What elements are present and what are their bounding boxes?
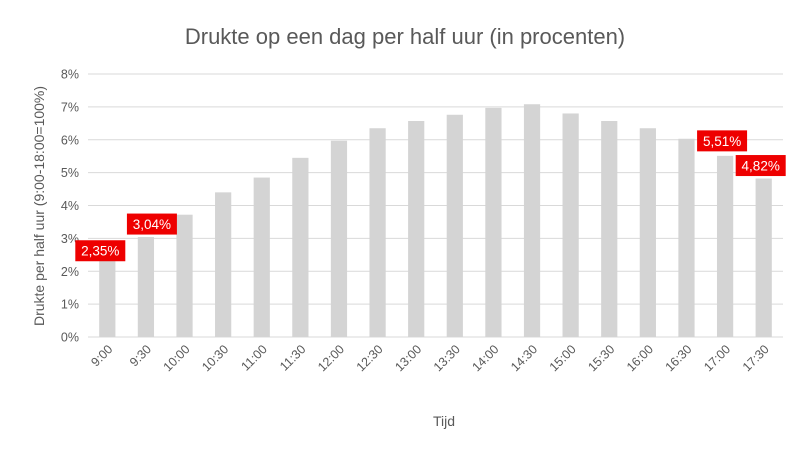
x-tick-label: 16:30 bbox=[663, 342, 695, 374]
bar bbox=[292, 157, 309, 337]
bar bbox=[369, 128, 386, 337]
bar bbox=[523, 104, 541, 338]
y-axis-label: Drukte per half uur (9:00-18:00=100%) bbox=[31, 86, 47, 326]
bars bbox=[99, 104, 772, 338]
x-tick-label: 17:00 bbox=[701, 342, 733, 374]
bar bbox=[253, 177, 270, 337]
y-tick-label: 4% bbox=[61, 199, 79, 213]
bar bbox=[99, 259, 116, 337]
x-tick-label: 9:00 bbox=[88, 342, 115, 369]
y-tick-label: 1% bbox=[61, 298, 79, 312]
bar bbox=[485, 107, 502, 337]
bar bbox=[562, 113, 579, 337]
y-tick-label: 6% bbox=[61, 133, 79, 147]
data-label-box bbox=[75, 240, 126, 262]
x-tick-label: 11:30 bbox=[277, 342, 308, 373]
x-tick-label: 10:30 bbox=[199, 342, 231, 374]
x-tick-label: 15:00 bbox=[547, 342, 579, 374]
data-label-text: 2,35% bbox=[81, 244, 119, 259]
x-axis-ticks: 9:00 9:30 10:00 10:30 11:00 11:30 12:00 12:30 13… bbox=[88, 342, 772, 374]
x-tick-label: 10:00 bbox=[161, 342, 193, 374]
data-label: 5,51% bbox=[697, 130, 748, 152]
x-tick-label: 11:00 bbox=[239, 342, 270, 373]
data-label-box bbox=[735, 155, 786, 177]
bar bbox=[176, 214, 193, 337]
chart-title: Drukte op een dag per half uur (in proce… bbox=[185, 24, 625, 49]
bar bbox=[215, 192, 232, 337]
y-tick-label: 3% bbox=[61, 232, 79, 246]
data-label-box bbox=[126, 213, 177, 235]
gridlines bbox=[88, 73, 783, 338]
x-tick-label: 12:30 bbox=[354, 342, 386, 374]
bar bbox=[446, 114, 463, 337]
data-label: 2,35% bbox=[75, 240, 126, 262]
bar bbox=[678, 138, 695, 337]
y-tick-label: 2% bbox=[61, 265, 79, 279]
y-tick-label: 0% bbox=[61, 331, 79, 345]
data-label-text: 3,04% bbox=[133, 217, 171, 232]
x-axis-label: Tijd bbox=[433, 413, 455, 429]
data-label-box bbox=[697, 130, 748, 152]
x-tick-label: 13:00 bbox=[392, 342, 424, 374]
x-tick-label: 16:00 bbox=[624, 342, 656, 374]
x-tick-label: 15:30 bbox=[585, 342, 617, 374]
x-tick-label: 12:00 bbox=[315, 342, 347, 374]
bar bbox=[137, 237, 155, 337]
bar bbox=[755, 178, 772, 337]
y-tick-label: 8% bbox=[61, 68, 79, 82]
x-tick-label: 14:00 bbox=[470, 342, 502, 374]
bar bbox=[716, 155, 734, 337]
data-labels: 2,35% 3,04% 5,51%4,82% bbox=[75, 130, 786, 262]
x-tick-label: 13:30 bbox=[431, 342, 463, 374]
data-label-text: 5,51% bbox=[703, 134, 741, 149]
bar bbox=[330, 140, 348, 337]
data-label-text: 4,82% bbox=[742, 159, 780, 174]
y-tick-label: 5% bbox=[61, 166, 79, 180]
data-label: 4,82% bbox=[735, 155, 786, 177]
data-label: 3,04% bbox=[126, 213, 177, 235]
bar bbox=[601, 121, 618, 337]
bar bbox=[639, 128, 656, 337]
y-axis-ticks: 0% 1% 2% 3% 4% 5% 6% 7% 8% bbox=[61, 68, 79, 345]
bar bbox=[408, 121, 425, 337]
x-tick-label: 9:30 bbox=[127, 342, 154, 369]
x-tick-label: 14:30 bbox=[508, 342, 540, 374]
y-tick-label: 7% bbox=[61, 100, 79, 114]
x-tick-label: 17:30 bbox=[740, 342, 772, 374]
